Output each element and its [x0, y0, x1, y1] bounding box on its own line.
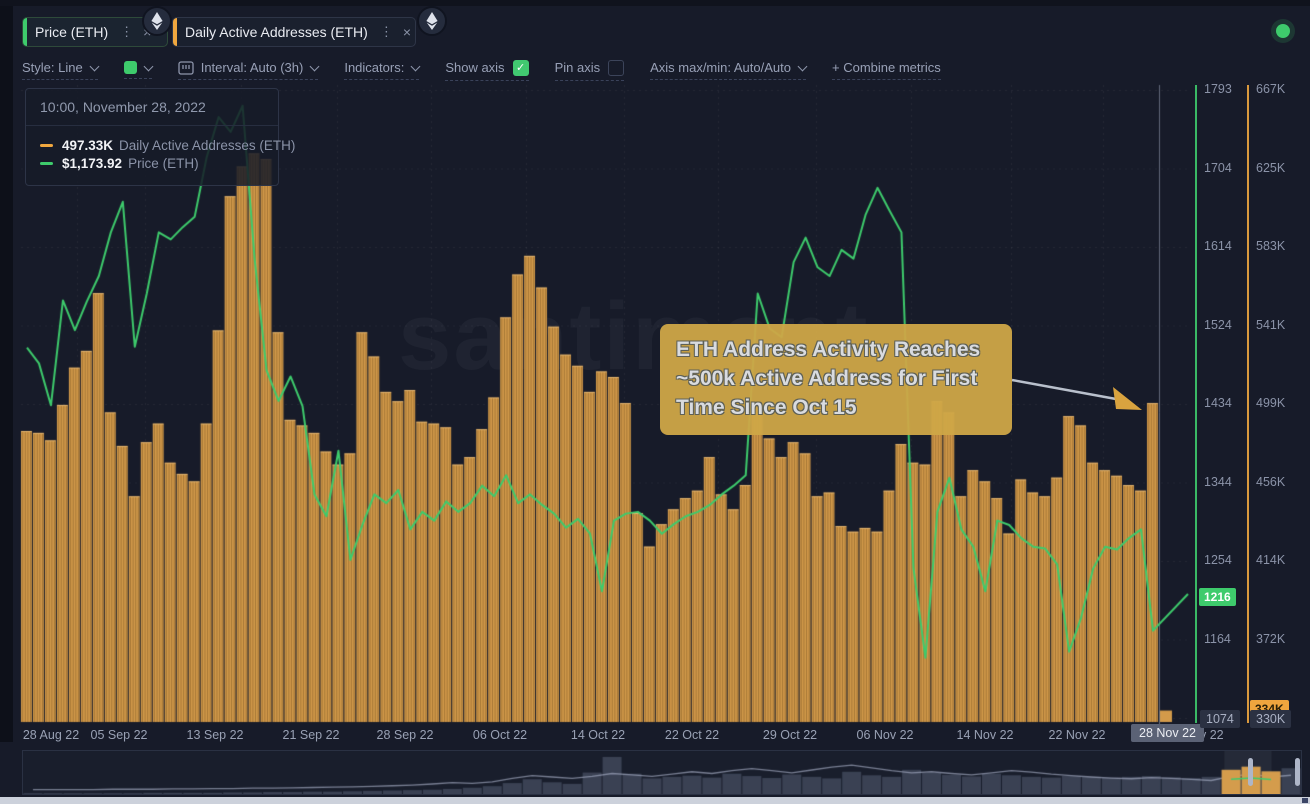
tooltip-datetime: 10:00, November 28, 2022 — [26, 89, 278, 126]
minimap-handle-left[interactable] — [1248, 758, 1253, 786]
date-tick-label: 21 Sep 22 — [282, 728, 340, 742]
current-price-badge: 1216 — [1199, 588, 1236, 606]
price-axis-line[interactable] — [1195, 85, 1197, 723]
date-tick-label: 29 Oct 22 — [762, 728, 818, 742]
date-tick-label: 14 Oct 22 — [570, 728, 626, 742]
daa-axis-tick-label: 583K — [1256, 239, 1286, 253]
minimap-panel[interactable] — [22, 750, 1302, 795]
daa-axis-tick-label: 499K — [1256, 396, 1286, 410]
tooltip-row: 497.33K Daily Active Addresses (ETH) — [40, 138, 295, 153]
date-tick-label: 28 Sep 22 — [376, 728, 434, 742]
date-tick-label: 22 Nov 22 — [1048, 728, 1106, 742]
date-tick-label: 22 Oct 22 — [664, 728, 720, 742]
date-tick-label: 14 Nov 22 — [956, 728, 1014, 742]
daa-axis-tick-label: 414K — [1256, 553, 1286, 567]
daa-axis-bottom-label: 330K — [1250, 710, 1292, 728]
price-axis-tick-label: 1344 — [1204, 474, 1232, 489]
daa-axis-tick-label: 456K — [1256, 474, 1286, 489]
date-tick-label: 05 Sep 22 — [90, 728, 148, 742]
tooltip-series-label: Daily Active Addresses (ETH) — [119, 138, 296, 153]
date-tick-label: 06 Nov 22 — [856, 728, 914, 742]
annotation-box[interactable]: ETH Address Activity Reaches ~500k Activ… — [660, 324, 1012, 435]
eth-icon — [417, 6, 447, 36]
annotation-text: ETH Address Activity Reaches — [676, 338, 981, 361]
hover-tooltip: 10:00, November 28, 2022 497.33K Daily Ac… — [25, 88, 295, 186]
daa-axis-tick-label: 541K — [1256, 317, 1286, 332]
price-axis-bottom-label: 1074 — [1200, 710, 1240, 728]
price-axis-tick-label: 1254 — [1204, 553, 1232, 567]
price-axis-tick-label: 1524 — [1204, 317, 1232, 332]
tooltip-legend: 497.33K Daily Active Addresses (ETH) $1,17… — [26, 126, 295, 185]
date-tick-label: 06 Oct 22 — [472, 728, 528, 742]
date-tick-label: 28 Aug 22 — [22, 728, 80, 742]
tooltip-row: $1,173.92 Price (ETH) — [40, 156, 264, 171]
price-axis-tick-label: 1704 — [1204, 160, 1232, 175]
daa-axis-tick-label: 372K — [1256, 631, 1286, 646]
date-tick-label: 13 Sep 22 — [186, 728, 244, 742]
series-dash-icon — [40, 162, 53, 165]
tooltip-value: $1,173.92 — [62, 156, 123, 171]
annotation-text: ~500k Active Address for First — [676, 366, 978, 390]
series-dash-icon — [40, 144, 53, 147]
tooltip-value: 497.33K — [62, 138, 114, 153]
minimap-handle-right[interactable] — [1295, 758, 1300, 786]
crosshair-date-chip: 28 Nov 22 — [1131, 724, 1204, 742]
price-axis-tick-label: 1614 — [1204, 239, 1232, 253]
daa-axis-tick-label: 625K — [1256, 160, 1286, 175]
daa-axis-line[interactable] — [1247, 85, 1249, 723]
daa-axis-tick-label: 667K — [1256, 82, 1286, 96]
eth-icon — [142, 6, 172, 36]
annotation-text: Time Since Oct 15 — [676, 395, 857, 419]
price-axis-tick-label: 1793 — [1204, 82, 1232, 96]
tooltip-series-label: Price (ETH) — [128, 156, 199, 171]
minimap-canvas[interactable] — [23, 751, 1301, 794]
price-axis-tick-label: 1434 — [1204, 396, 1232, 410]
price-axis-tick-label: 1164 — [1204, 631, 1231, 646]
